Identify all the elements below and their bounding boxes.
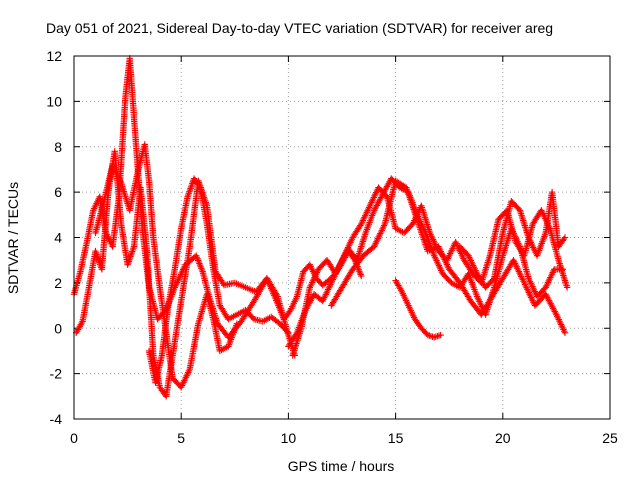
- x-tick-label: 5: [177, 430, 185, 446]
- data-point-marker: [285, 329, 292, 336]
- data-point-marker: [233, 320, 241, 327]
- x-tick-label: 25: [602, 430, 618, 446]
- series-sat-g: [328, 177, 569, 336]
- data-point-marker: [560, 235, 568, 243]
- x-tick-label: 0: [70, 430, 78, 446]
- data-point-marker: [283, 328, 291, 335]
- y-tick-label: 4: [54, 230, 62, 246]
- series-layer: [70, 55, 571, 400]
- data-point-marker: [434, 332, 441, 340]
- data-point-marker: [196, 182, 203, 190]
- y-tick-label: 6: [54, 184, 62, 200]
- y-axis-label: SDTVAR / TECUs: [5, 182, 21, 294]
- tick-layer: 0 5 10 15 20 25 -4 -2 0 2 4 6 8 10 12: [46, 48, 618, 446]
- y-tick-label: 12: [46, 48, 62, 64]
- data-point-marker: [552, 309, 559, 317]
- data-point-marker: [561, 234, 569, 241]
- y-tick-label: -4: [50, 411, 63, 427]
- series-sat-c: [92, 141, 241, 391]
- data-point-marker: [273, 291, 280, 299]
- x-axis-label: GPS time / hours: [288, 458, 395, 474]
- data-point-marker: [561, 329, 569, 336]
- data-point-marker: [563, 284, 571, 291]
- data-point-marker: [489, 276, 497, 283]
- series-sat-b: [72, 148, 299, 400]
- data-point-marker: [286, 308, 293, 315]
- y-tick-label: 0: [54, 320, 62, 336]
- y-tick-label: 10: [46, 93, 62, 109]
- y-tick-label: 8: [54, 139, 62, 155]
- x-tick-label: 15: [388, 430, 404, 446]
- plot-frame: [73, 55, 611, 420]
- series-sat-h: [392, 277, 444, 341]
- x-tick-label: 10: [281, 430, 297, 446]
- x-tick-label: 20: [495, 430, 511, 446]
- data-point-marker: [219, 280, 227, 287]
- y-tick-label: 2: [54, 275, 62, 291]
- series-sat-d: [145, 175, 292, 386]
- series-sat-i: [456, 188, 569, 291]
- chart-title: Day 051 of 2021, Sidereal Day-to-day VTE…: [46, 20, 553, 36]
- y-tick-label: -2: [50, 366, 63, 382]
- data-point-marker: [437, 331, 444, 339]
- data-point-marker: [358, 272, 365, 280]
